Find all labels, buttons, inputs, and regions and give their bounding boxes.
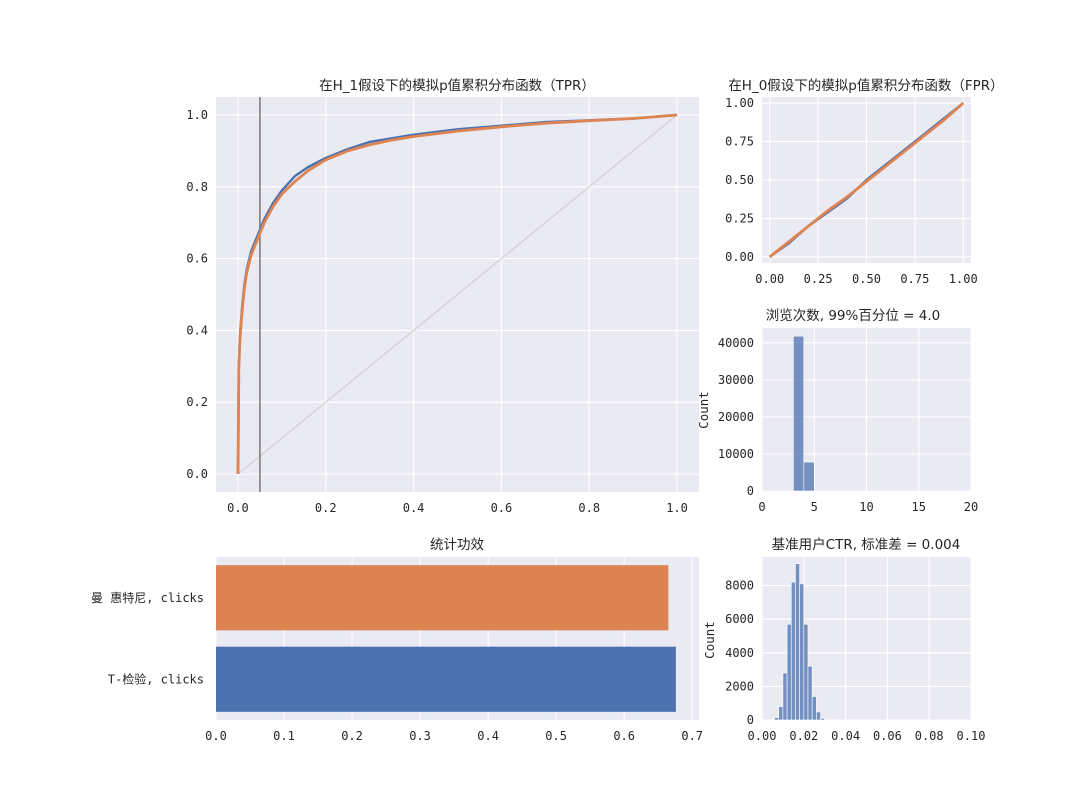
ctr-xtick-label: 0.08 [915, 729, 944, 743]
fpr-title: 在H_0假设下的模拟p值累积分布函数（FPR） [728, 78, 1003, 94]
ctr-xtick-label: 0.10 [957, 729, 986, 743]
tpr-xtick-label: 0.8 [578, 501, 600, 515]
fpr-cdf-plot: 0.00 0.25 0.50 0.75 1.00 0.00 0.25 0.50 0.75 1.00… [725, 78, 1004, 286]
fpr-ytick-label: 0.50 [725, 173, 754, 187]
tpr-ytick-label: 1.0 [186, 108, 208, 122]
tpr-ytick-label: 0.8 [186, 180, 208, 194]
fpr-xtick-label: 0.50 [852, 272, 881, 286]
fpr-xtick-label: 1.00 [949, 272, 978, 286]
views-ytick-label: 40000 [718, 336, 754, 350]
power-category-label: 曼 惠特尼, clicks [91, 590, 204, 605]
ctr-ytick-label: 4000 [725, 646, 754, 660]
tpr-xtick-label: 0.4 [403, 501, 425, 515]
fpr-ytick-label: 1.00 [725, 96, 754, 110]
ctr-xtick-label: 0.00 [748, 729, 777, 743]
views-xtick-label: 15 [912, 500, 926, 514]
ctr-bar [803, 623, 809, 721]
views-bar [793, 335, 805, 492]
ctr-xtick-label: 0.06 [873, 729, 902, 743]
ctr-ytick-label: 6000 [725, 612, 754, 626]
ctr-histogram: 0.00 0.02 0.04 0.06 0.08 0.10 0 2000 4000 6000 800… [702, 536, 985, 743]
views-histogram: 0 5 10 15 20 0 10000 20000 30000 40000 浏览次数, 99%百… [696, 308, 978, 514]
ctr-bar [782, 672, 788, 721]
ctr-bar [807, 665, 813, 721]
power-bar [216, 646, 676, 712]
power-xtick-label: 0.3 [409, 729, 431, 743]
views-ytick-label: 20000 [718, 410, 754, 424]
views-xtick-label: 5 [811, 500, 818, 514]
ctr-title: 基准用户CTR, 标准差 = 0.004 [772, 536, 961, 553]
fpr-xtick-label: 0.75 [900, 272, 929, 286]
views-bar [803, 461, 815, 492]
fpr-xtick-label: 0.00 [755, 272, 784, 286]
ctr-ytick-label: 2000 [725, 679, 754, 693]
tpr-series-orange [236, 113, 678, 475]
ctr-ytick-label: 0 [747, 713, 754, 727]
ctr-bar [811, 696, 817, 721]
views-xtick-label: 0 [758, 500, 765, 514]
power-xtick-label: 0.1 [273, 729, 295, 743]
tpr-xtick-label: 0.0 [227, 501, 249, 515]
fpr-series-orange [768, 102, 965, 258]
fpr-ytick-label: 0.00 [725, 250, 754, 264]
fpr-ytick-label: 0.25 [725, 211, 754, 225]
views-title: 浏览次数, 99%百分位 = 4.0 [766, 308, 940, 324]
ctr-bar [774, 717, 780, 721]
views-xtick-label: 10 [859, 500, 873, 514]
power-xtick-label: 0.2 [341, 729, 363, 743]
ctr-xtick-label: 0.04 [831, 729, 860, 743]
ctr-bar [795, 563, 800, 721]
tpr-xtick-label: 1.0 [666, 501, 688, 515]
ctr-ytick-label: 8000 [725, 579, 754, 593]
views-ytick-label: 30000 [718, 373, 754, 387]
power-title: 统计功效 [430, 537, 484, 553]
views-xtick-label: 20 [964, 500, 978, 514]
power-xtick-label: 0.4 [477, 729, 499, 743]
power-barchart: 0.0 0.1 0.2 0.3 0.4 0.5 0.6 0.7 曼 惠特尼, clicks T-检… [91, 537, 703, 743]
power-xtick-label: 0.0 [205, 729, 227, 743]
tpr-ytick-label: 0.6 [186, 252, 208, 266]
power-xtick-label: 0.7 [681, 729, 703, 743]
views-ytick-label: 0 [747, 484, 754, 498]
power-xtick-label: 0.5 [545, 729, 567, 743]
views-ytick-label: 10000 [718, 447, 754, 461]
tpr-diagonal-line [237, 114, 678, 475]
ctr-bar [820, 718, 826, 721]
ctr-bar [790, 581, 796, 721]
ctr-bar [799, 583, 805, 721]
power-bar [216, 565, 669, 631]
ctr-ylabel: Count [702, 621, 717, 659]
tpr-cdf-plot: 0.0 0.2 0.4 0.6 0.8 1.0 0.0 0.2 0.4 0.6 0.8 1.0 在H_… [186, 78, 699, 515]
tpr-ytick-label: 0.4 [186, 323, 208, 337]
ctr-bar [786, 623, 792, 721]
ctr-bar [816, 711, 821, 721]
ctr-xtick-label: 0.02 [789, 729, 818, 743]
tpr-title: 在H_1假设下的模拟p值累积分布函数（TPR） [319, 78, 595, 94]
tpr-ytick-label: 0.2 [186, 395, 208, 409]
fpr-ytick-label: 0.75 [725, 135, 754, 149]
tpr-ytick-label: 0.0 [186, 467, 208, 481]
fpr-xtick-label: 0.25 [804, 272, 833, 286]
tpr-xtick-label: 0.6 [491, 501, 513, 515]
ctr-bar [778, 706, 784, 721]
power-category-label: T-检验, clicks [108, 671, 204, 686]
views-ylabel: Count [696, 391, 711, 429]
tpr-xtick-label: 0.2 [315, 501, 337, 515]
power-xtick-label: 0.6 [613, 729, 635, 743]
